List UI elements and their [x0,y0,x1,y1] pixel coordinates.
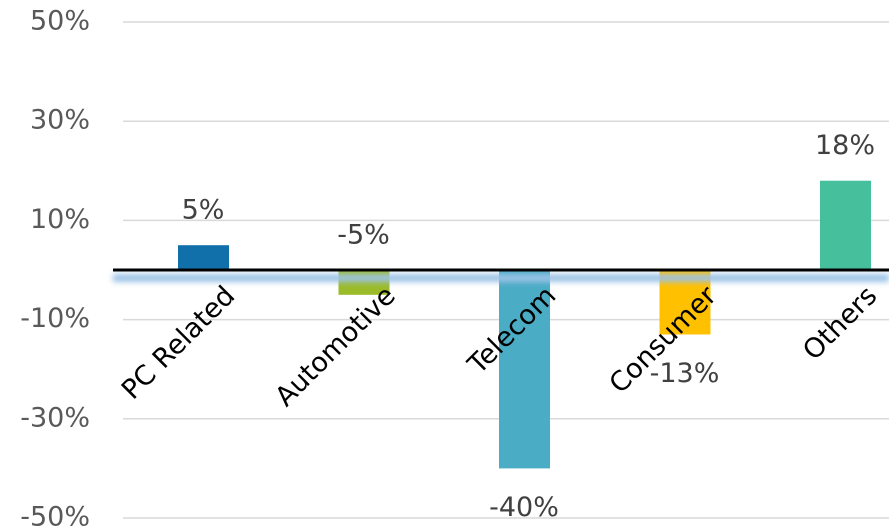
bar [499,270,550,469]
data-label: -40% [489,492,559,523]
data-label: -5% [337,220,390,251]
x-tick-label: Automotive [269,280,401,412]
axis-glow [113,274,889,282]
y-tick-label: 30% [30,105,90,136]
bar [820,180,871,270]
data-label: 5% [182,195,225,226]
x-tick-label: PC Related [116,280,241,405]
y-tick-label: -10% [20,303,90,334]
y-tick-label: 50% [30,6,90,37]
bar [178,245,229,270]
y-tick-label: -30% [20,402,90,433]
x-tick-label: Others [797,280,883,366]
y-tick-label: -50% [20,502,90,530]
y-tick-label: 10% [30,204,90,235]
data-label: 18% [815,130,875,161]
data-label: -13% [650,358,720,389]
